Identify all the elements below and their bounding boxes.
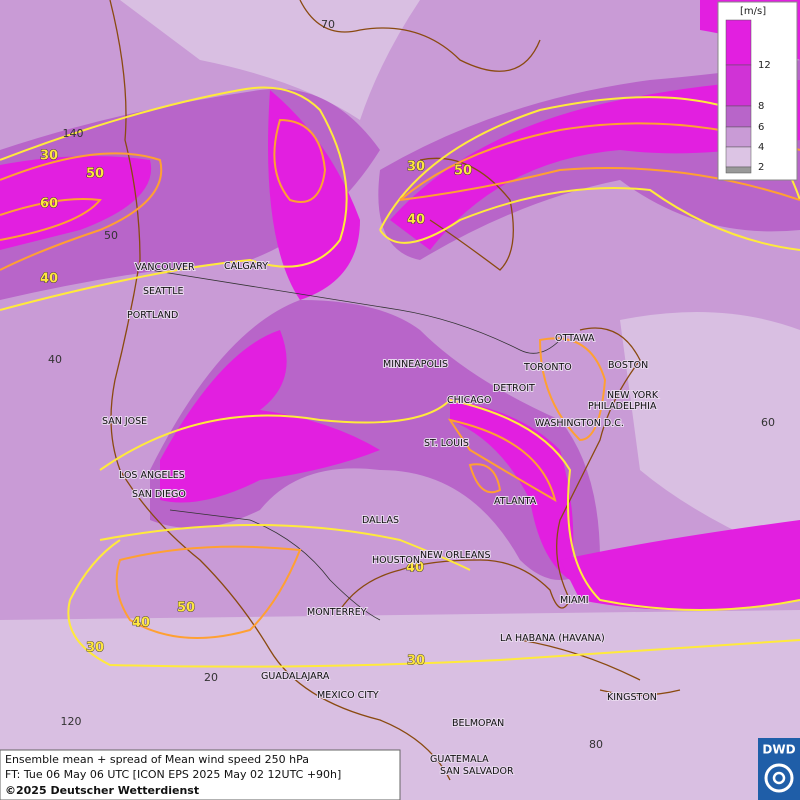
grid-label: 80 [589,738,603,751]
contour-label: 30 [86,641,104,656]
city-label: WASHINGTON D.C. [535,418,624,429]
city-label: PORTLAND [127,310,178,321]
city-label: NEW ORLEANS [420,550,491,561]
legend: [m/s] 12 8 6 4 2 [717,1,798,181]
city-label: VANCOUVER [135,262,195,273]
city-label: DETROIT [493,383,535,394]
city-label: PHILADELPHIA [588,401,657,412]
contour-labels: 30 50 60 40 30 50 40 40 50 40 30 30 [40,148,473,669]
city-label: SAN DIEGO [132,489,186,500]
city-label: GUATEMALA [430,754,489,765]
contour-label: 50 [177,601,195,616]
legend-tick: 12 [758,60,771,71]
city-label: CHICAGO [447,395,491,406]
grid-label: 20 [204,671,218,684]
contour-label: 50 [454,164,472,179]
contour-label: 40 [40,272,58,287]
legend-tick: 4 [758,142,764,153]
logo-icon [764,763,794,793]
city-label: ATLANTA [494,496,537,507]
caption-line: FT: Tue 06 May 06 UTC [ICON EPS 2025 May… [5,768,341,781]
contour-label: 30 [407,160,425,175]
grid-label: 50 [104,229,118,242]
city-label: BELMOPAN [452,718,504,729]
city-label: MIAMI [560,595,589,606]
city-label: SAN SALVADOR [440,766,514,777]
contour-label: 40 [132,616,150,631]
city-label: GUADALAJARA [261,671,330,682]
legend-swatch [725,146,752,168]
city-label: LA HABANA (HAVANA) [500,633,605,644]
grid-label: 40 [48,353,62,366]
city-label: HOUSTON [372,555,420,566]
grid-labels: 70 140 50 40 60 20 120 80 [48,18,775,751]
legend-swatch [725,19,752,66]
legend-swatch [725,126,752,148]
city-label: MINNEAPOLIS [383,359,448,370]
legend-tick: 6 [758,122,764,133]
city-label: ST. LOUIS [424,438,469,449]
caption-line: ©2025 Deutscher Wetterdienst [5,784,199,797]
city-label: LOS ANGELES [119,470,185,481]
city-label: MEXICO CITY [317,690,379,701]
logo-text: DWD [762,743,795,757]
grid-label: 140 [63,127,84,140]
city-labels: VANCOUVER CALGARY SEATTLE PORTLAND MINNEAPOL… [101,260,660,778]
city-label: DALLAS [362,515,399,526]
logo: DWD [758,738,800,800]
city-label: TORONTO [523,362,572,373]
city-label: SEATTLE [143,286,184,297]
grid-label: 60 [761,416,775,429]
city-label: SAN JOSE [102,416,147,427]
legend-tick: 8 [758,101,764,112]
city-label: KINGSTON [607,692,657,703]
contour-label: 60 [40,197,58,212]
grid-label: 120 [61,715,82,728]
caption-box [0,749,401,800]
logo-icon [772,771,786,785]
contour-label: 30 [40,149,58,164]
grid-label: 70 [321,18,335,31]
legend-swatch [725,64,752,107]
contour-label: 30 [407,654,425,669]
contours [0,86,800,668]
legend-unit: [m/s] [740,6,766,17]
city-label: MONTERREY [307,607,367,618]
city-label: CALGARY [224,261,268,272]
city-label: BOSTON [608,360,648,371]
city-label: NEW YORK [607,390,659,401]
borders [149,269,561,621]
city-label: OTTAWA [555,333,595,344]
legend-tick: 2 [758,162,764,173]
caption-line: Ensemble mean + spread of Mean wind spee… [5,753,309,766]
legend-swatch [725,166,752,174]
caption: Ensemble mean + spread of Mean wind spee… [0,749,401,800]
legend-swatch [725,105,752,128]
contour-label: 40 [407,213,425,228]
contour-label: 40 [406,561,424,576]
contour-label: 50 [86,167,104,182]
